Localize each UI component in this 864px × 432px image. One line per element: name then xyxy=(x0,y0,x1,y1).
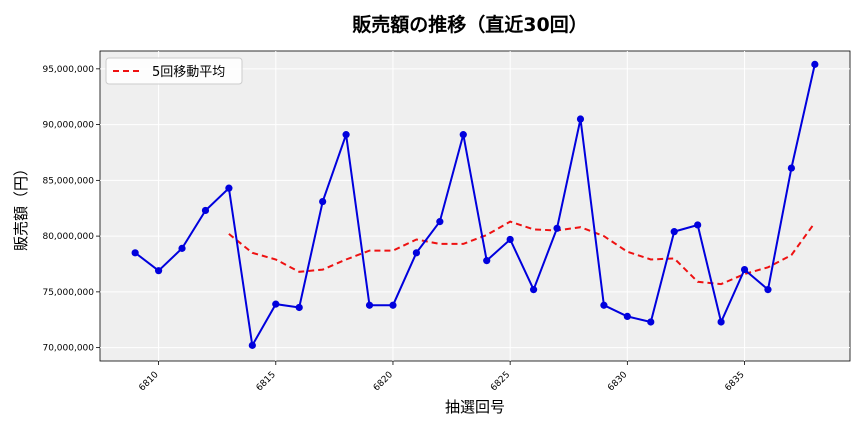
sales-point xyxy=(811,60,819,68)
sales-point xyxy=(506,235,514,244)
sales-point xyxy=(319,197,327,206)
legend-box xyxy=(105,57,243,85)
x-tick-label: 6810 xyxy=(137,370,160,393)
chart-title: 販売額の推移（直近30回） xyxy=(352,13,587,36)
sales-point xyxy=(483,257,491,265)
sales-point xyxy=(740,265,749,274)
sales-point xyxy=(154,267,163,275)
sales-point xyxy=(412,249,421,257)
sales-point xyxy=(389,301,397,309)
sales-point xyxy=(295,303,303,312)
sales-point xyxy=(694,221,702,229)
sales-point xyxy=(178,244,186,252)
y-tick-label: 95,000,000 xyxy=(42,65,94,75)
series-layer xyxy=(131,60,819,349)
y-tick-label: 80,000,000 xyxy=(42,232,94,242)
sales-point xyxy=(248,341,256,349)
plot-area xyxy=(99,50,851,362)
legend: 5回移動平均 xyxy=(105,57,243,85)
x-tick-label: 6830 xyxy=(606,370,629,393)
sales-point xyxy=(647,318,655,326)
y-axis-label: 販売額（円） xyxy=(12,161,30,251)
sales-point xyxy=(131,249,139,257)
x-tick-label: 6815 xyxy=(255,370,278,393)
x-tick-label: 6835 xyxy=(723,370,746,393)
sales-point xyxy=(529,286,538,294)
sales-point xyxy=(342,131,350,139)
sales-point xyxy=(764,286,772,294)
y-tick-label: 70,000,000 xyxy=(42,344,94,354)
sales-point xyxy=(553,224,561,232)
legend-label-moving-average: 5回移動平均 xyxy=(152,65,225,80)
sales-point xyxy=(436,218,444,226)
sales-point xyxy=(365,301,374,309)
sales-point xyxy=(225,184,233,192)
sales-point xyxy=(459,131,467,139)
y-tick-label: 90,000,000 xyxy=(42,121,94,131)
sales-point xyxy=(717,318,725,326)
sales-point xyxy=(272,300,280,308)
sales-point xyxy=(201,206,210,215)
x-tick-label: 6820 xyxy=(372,370,395,393)
sales-point xyxy=(600,301,608,309)
x-tick-label: 6825 xyxy=(489,370,512,393)
sales-point xyxy=(670,228,678,236)
sales-line xyxy=(134,64,816,349)
x-axis-label: 抽選回号 xyxy=(445,398,505,416)
y-tick-label: 85,000,000 xyxy=(42,176,94,186)
sales-point xyxy=(787,164,796,172)
sales-point xyxy=(576,115,585,123)
y-tick-label: 75,000,000 xyxy=(42,288,94,298)
sales-point xyxy=(623,312,631,320)
